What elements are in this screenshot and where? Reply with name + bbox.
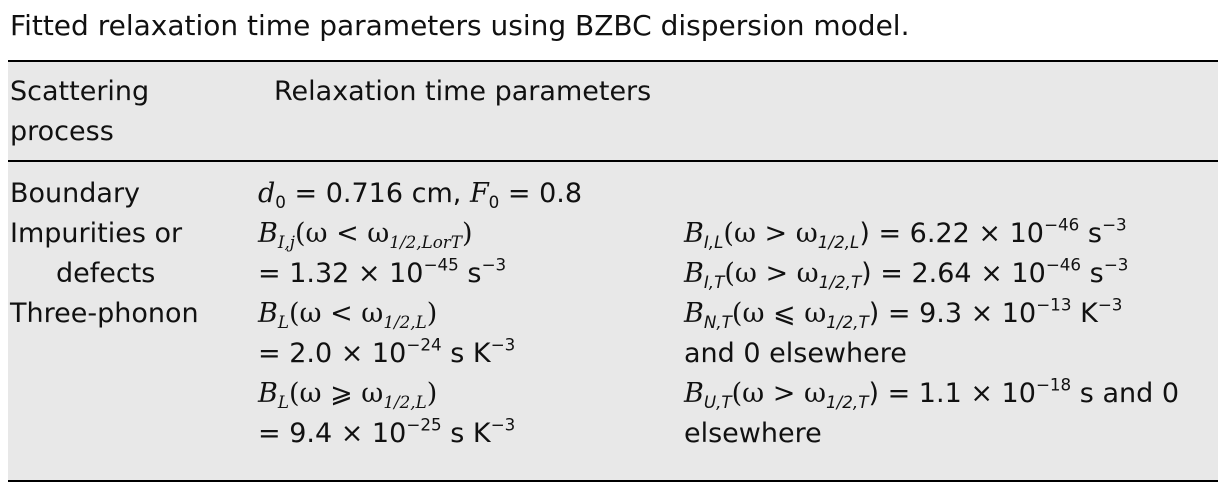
argsub: 1/2,LorT [389, 231, 462, 252]
exp: −18 [1035, 374, 1072, 395]
parameters-table: Scattering process Relaxation time param… [8, 60, 1218, 482]
impurity-left-line1: BI,j(ω < ω1/2,LorT) [258, 214, 472, 254]
exp: −46 [1043, 214, 1080, 235]
table-body: Boundary Impurities or defects Three-pho… [8, 162, 1218, 482]
sym: B [684, 298, 704, 329]
impurity-right-line2: BI,T(ω > ω1/2,T) = 2.64 × 10−46 s−3 [684, 254, 1128, 294]
phonon-right-line2: and 0 elsewhere [684, 338, 907, 369]
end: ) [426, 298, 438, 329]
unit-exp: −3 [490, 334, 516, 355]
sub: U,T [703, 391, 732, 412]
exp: −13 [1036, 294, 1072, 315]
d-subscript: 0 [275, 191, 286, 212]
sym: B [684, 258, 704, 289]
val: = 9.4 × 10 [258, 418, 407, 449]
val: ) = 1.1 × 10 [868, 378, 1036, 409]
argsub: 1/2,L [817, 231, 860, 252]
d-value: = 0.716 cm, [285, 178, 470, 209]
end: ) [461, 218, 473, 249]
sym: B [258, 218, 278, 249]
sub: I,j [277, 231, 295, 252]
unit-exp: −3 [1101, 214, 1127, 235]
arg: (ω > ω [723, 218, 818, 249]
phonon-left-line3: BL(ω ⩾ ω1/2,L) [258, 374, 437, 414]
argsub: 1/2,L [383, 311, 427, 332]
argsub: 1/2,L [383, 391, 427, 412]
arg: (ω ⩽ ω [731, 298, 827, 329]
val: = 2.0 × 10 [258, 338, 407, 369]
sub: N,T [703, 311, 732, 332]
val: = 1.32 × 10 [258, 258, 424, 289]
phonon-left-line4: = 9.4 × 10−25 s K−3 [258, 414, 515, 454]
row-label-boundary: Boundary [10, 178, 141, 209]
phonon-right-line4: elsewhere [684, 418, 822, 449]
argsub: 1/2,T [826, 391, 869, 412]
val: ) = 2.64 × 10 [861, 258, 1046, 289]
val: ) = 6.22 × 10 [859, 218, 1044, 249]
row-label-defects: defects [10, 254, 155, 294]
unit: s K [441, 338, 491, 369]
unit: s [1079, 218, 1102, 249]
unit: s [458, 258, 482, 289]
boundary-values: d0 = 0.716 cm, F0 = 0.8 [258, 174, 582, 214]
val: ) = 9.3 × 10 [868, 298, 1037, 329]
end: ) [426, 378, 438, 409]
f-subscript: 0 [488, 191, 500, 212]
row-label-three-phonon: Three-phonon [10, 298, 199, 329]
unit: K [1071, 298, 1098, 329]
phonon-right-line1: BN,T(ω ⩽ ω1/2,T) = 9.3 × 10−13 K−3 [684, 294, 1122, 334]
exp: −46 [1045, 254, 1082, 275]
impurity-right-line1: BI,L(ω > ω1/2,L) = 6.22 × 10−46 s−3 [684, 214, 1127, 254]
argsub: 1/2,T [818, 271, 862, 292]
arg: (ω > ω [731, 378, 826, 409]
arg: (ω < ω [288, 298, 384, 329]
header-col1-line2: process [10, 116, 114, 147]
f-value: = 0.8 [499, 178, 583, 209]
table-header: Scattering process Relaxation time param… [8, 60, 1218, 162]
sym: B [684, 218, 704, 249]
unit-exp: −3 [1097, 294, 1123, 315]
sub: I,T [703, 271, 725, 292]
sym: B [684, 378, 704, 409]
table-caption: Fitted relaxation time parameters using … [10, 9, 910, 42]
phonon-left-line2: = 2.0 × 10−24 s K−3 [258, 334, 515, 374]
unit: s and 0 [1071, 378, 1180, 409]
row-label-impurities: Impurities or [10, 218, 183, 249]
arg: (ω < ω [294, 218, 390, 249]
sub: L [277, 391, 289, 412]
unit-exp: −3 [1103, 254, 1129, 275]
phonon-right-line3: BU,T(ω > ω1/2,T) = 1.1 × 10−18 s and 0 [684, 374, 1179, 414]
header-col1-line1: Scattering [10, 76, 150, 107]
unit: s [1081, 258, 1104, 289]
sub: L [277, 311, 289, 332]
exp: −45 [423, 254, 459, 275]
sym: B [258, 378, 278, 409]
arg: (ω > ω [724, 258, 819, 289]
argsub: 1/2,T [826, 311, 869, 332]
arg: (ω ⩾ ω [288, 378, 384, 409]
phonon-left-line1: BL(ω < ω1/2,L) [258, 294, 437, 334]
unit-exp: −3 [490, 414, 516, 435]
row-label-defects-text: defects [56, 258, 156, 289]
f-symbol: F [469, 178, 489, 209]
sym: B [258, 298, 278, 329]
sub: I,L [703, 231, 724, 252]
unit-exp: −3 [481, 254, 507, 275]
header-scattering-process: Scattering process [10, 72, 149, 152]
exp: −24 [406, 334, 442, 355]
unit: s K [441, 418, 491, 449]
header-relaxation-parameters: Relaxation time parameters [274, 76, 652, 107]
d-symbol: d [258, 178, 276, 209]
impurity-left-line2: = 1.32 × 10−45 s−3 [258, 254, 506, 294]
exp: −25 [406, 414, 442, 435]
